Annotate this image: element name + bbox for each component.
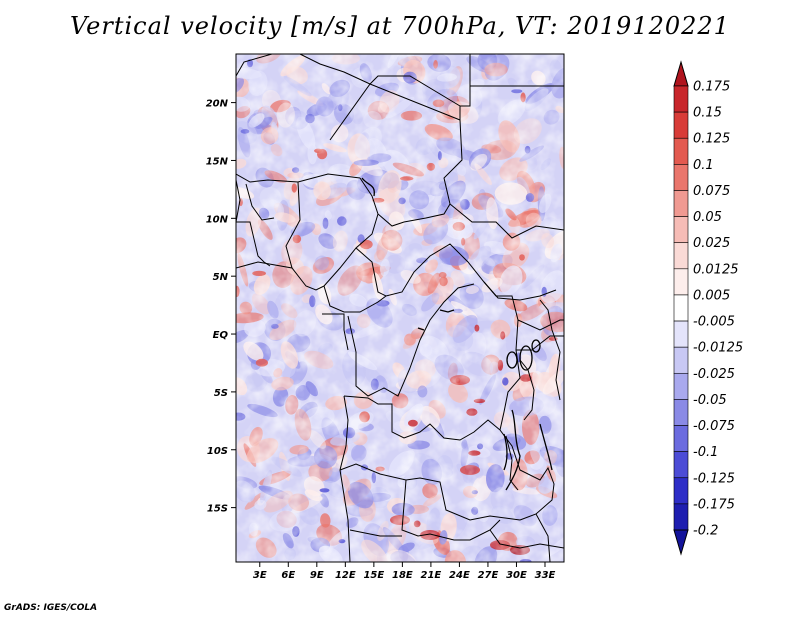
lon-tick-label: 30E — [506, 570, 527, 581]
lake-coastlines — [361, 177, 553, 491]
lon-tick-label: 27E — [478, 570, 499, 581]
colorbar: 0.175 0.15 0.125 0.1 0.075 0.05 0.025 0.0125 0.0… — [673, 60, 743, 556]
colorbar-label: 0.0125 — [693, 262, 739, 277]
lon-tick-label: 18E — [392, 570, 413, 581]
colorbar-swatch — [673, 346, 689, 374]
colorbar-swatch — [673, 216, 689, 244]
lon-tick-label: 9E — [310, 570, 324, 581]
latitude-axis: 20N 15N 10N 5N EQ 5S 10S 15S — [206, 99, 236, 515]
colorbar-top-arrow — [673, 60, 689, 87]
lon-tick-label: 33E — [535, 570, 556, 581]
colorbar-label: 0.025 — [693, 236, 730, 251]
colorbar-swatch — [673, 372, 689, 400]
chart-title: Vertical velocity [m/s] at 700hPa, VT: 2… — [70, 12, 730, 40]
country-borders — [236, 54, 564, 562]
lon-tick-label: 15E — [363, 570, 384, 581]
lon-tick-label: 21E — [421, 570, 442, 581]
colorbar-swatch — [673, 85, 689, 113]
colorbar-label: -0.2 — [693, 524, 718, 539]
colorbar-swatch — [673, 137, 689, 165]
lat-tick-label: 15S — [207, 504, 228, 515]
lon-tick-label: 12E — [335, 570, 356, 581]
lon-tick-label: 6E — [281, 570, 295, 581]
colorbar-bottom-arrow — [673, 529, 689, 556]
colorbar-label: 0.15 — [693, 106, 722, 121]
colorbar-label: 0.005 — [693, 288, 730, 303]
colorbar-label: -0.1 — [693, 445, 718, 460]
colorbar-label: 0.05 — [693, 210, 722, 225]
colorbar-swatch — [673, 190, 689, 217]
colorbar-label: 0.075 — [693, 184, 730, 199]
lat-tick-label: 10N — [206, 214, 229, 225]
colorbar-swatch — [673, 294, 689, 322]
colorbar-label: -0.075 — [693, 419, 735, 434]
lat-tick-label: EQ — [213, 330, 229, 341]
colorbar-label: -0.005 — [693, 315, 735, 330]
colorbar-swatch — [673, 399, 689, 426]
longitude-axis: 3E 6E 9E 12E 15E 18E 21E 24E 27E 30E 33E — [253, 562, 556, 581]
colorbar-label: 0.125 — [693, 132, 730, 147]
lat-tick-label: 20N — [206, 99, 229, 110]
credit-label: GrADS: IGES/COLA — [4, 603, 98, 613]
colorbar-label: -0.175 — [693, 497, 735, 512]
colorbar-swatch — [673, 164, 689, 191]
colorbar-label: 0.175 — [693, 80, 730, 95]
colorbar-swatch — [673, 503, 689, 531]
lon-tick-label: 24E — [449, 570, 470, 581]
lat-tick-label: 10S — [207, 446, 228, 457]
lat-tick-label: 5N — [213, 272, 229, 283]
colorbar-swatch — [673, 242, 689, 270]
colorbar-label: -0.0125 — [693, 341, 743, 356]
colorbar-swatch — [673, 425, 689, 452]
colorbar-swatch — [673, 477, 689, 505]
colorbar-label: -0.025 — [693, 367, 735, 382]
colorbar-swatch — [673, 268, 689, 296]
colorbar-swatch — [673, 451, 689, 479]
lon-tick-label: 3E — [253, 570, 267, 581]
lat-tick-label: 15N — [206, 156, 229, 167]
colorbar-label: 0.1 — [693, 158, 714, 173]
colorbar-label: -0.05 — [693, 393, 727, 408]
velocity-field — [236, 54, 564, 562]
map-frame — [235, 53, 565, 563]
colorbar-swatch — [673, 320, 689, 348]
colorbar-label: -0.125 — [693, 471, 735, 486]
lat-tick-label: 5S — [214, 388, 228, 399]
colorbar-swatch — [673, 111, 689, 139]
